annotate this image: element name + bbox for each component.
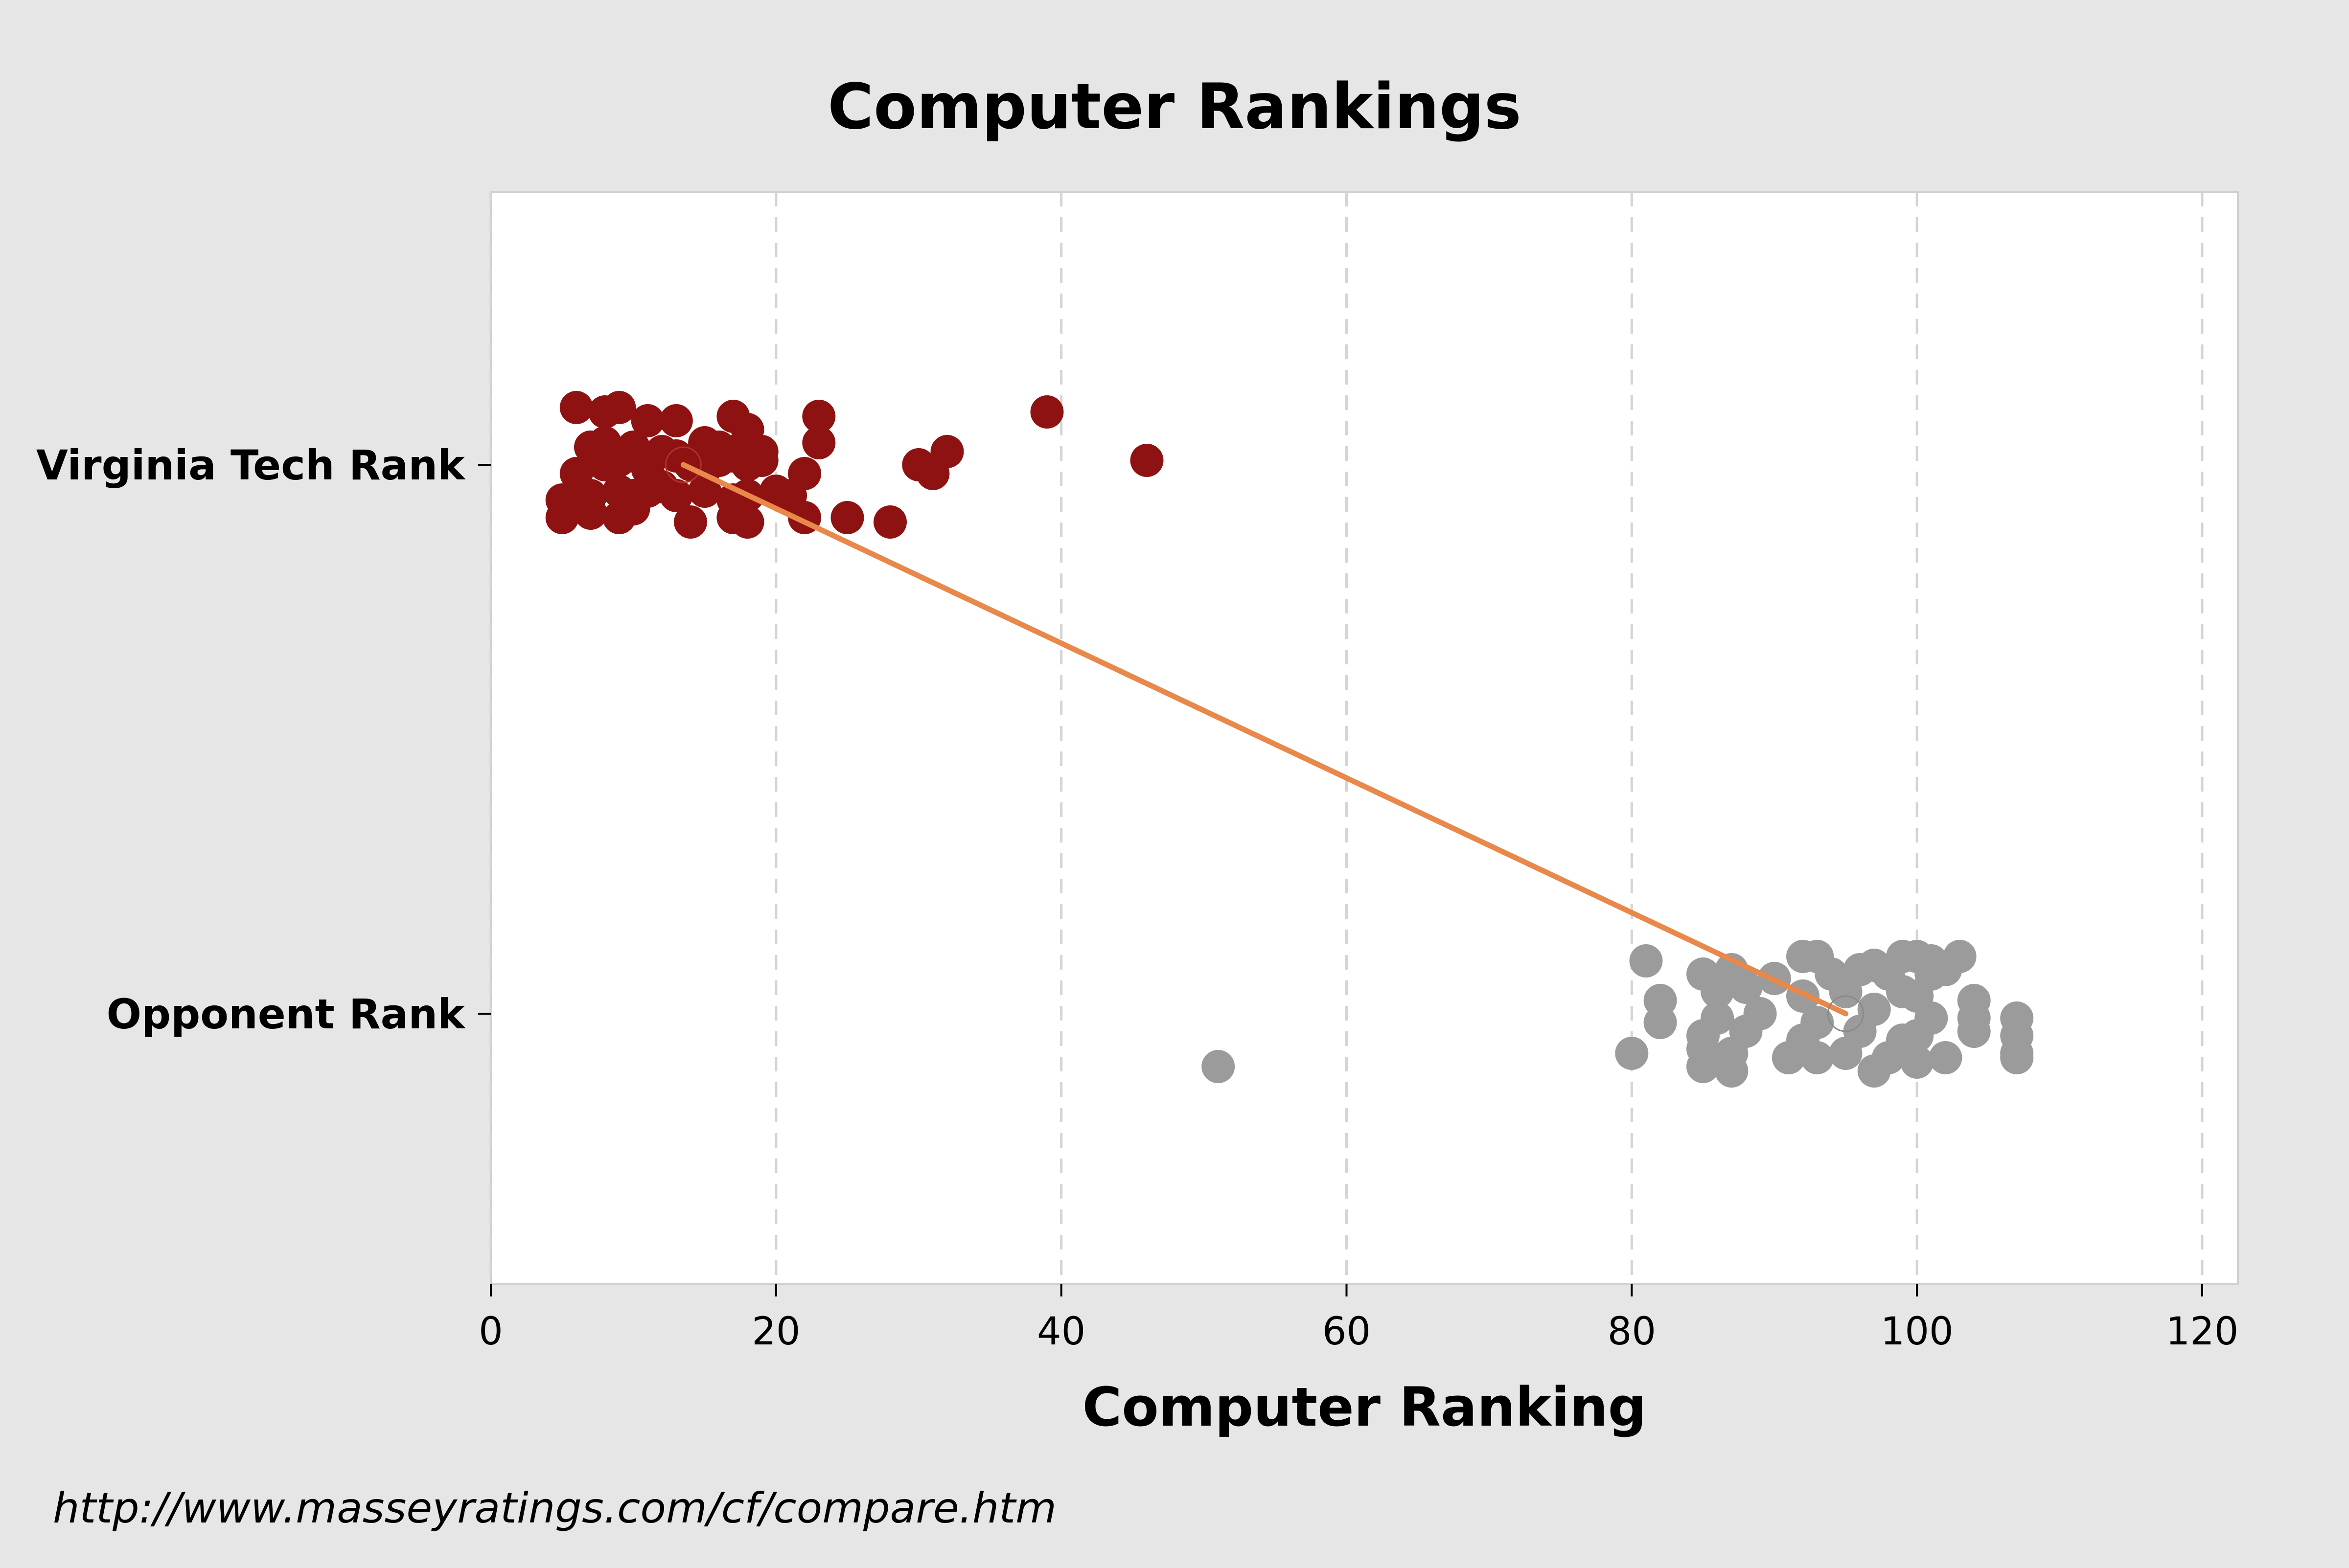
y-category-label: Virginia Tech Rank [36,441,466,489]
mean-connector [665,446,1864,1032]
point-opponent [1201,1050,1235,1083]
source-link[interactable]: http://www.masseyratings.com/cf/compare.… [53,1484,1057,1533]
point-opponent [1929,1041,1962,1074]
point-virginia-tech [659,479,693,512]
gridlines [489,192,2204,1284]
point-opponent [1800,1041,1834,1074]
point-virginia-tech [574,497,607,530]
plot-area [490,191,2239,1285]
point-virginia-tech [617,492,650,525]
x-axis-title: Computer Ranking [1082,1376,1647,1438]
point-opponent [1715,1054,1749,1088]
point-virginia-tech [602,391,636,424]
point-opponent [1772,1041,1805,1074]
point-virginia-tech [631,404,665,437]
point-virginia-tech [802,400,836,433]
data-points [545,391,2034,1088]
point-opponent [1857,1054,1891,1088]
point-virginia-tech [659,404,693,437]
x-tick-label: 80 [1608,1310,1656,1354]
point-virginia-tech [1030,395,1064,429]
point-virginia-tech [874,505,907,539]
point-virginia-tech [545,501,579,534]
point-opponent [1929,953,1962,986]
point-virginia-tech [688,475,722,508]
point-virginia-tech [745,444,779,477]
x-tick-label: 20 [752,1310,800,1354]
point-virginia-tech [802,426,836,459]
point-virginia-tech [559,391,593,424]
point-opponent [1629,944,1663,977]
point-opponent [1900,1045,1934,1079]
point-opponent [1701,975,1734,1008]
y-axis: Virginia Tech Rank Opponent Rank [36,441,491,1038]
point-virginia-tech [1130,444,1164,477]
point-opponent [1900,1019,1934,1052]
x-tick-label: 0 [479,1310,503,1354]
x-tick-label: 100 [1881,1310,1954,1354]
point-opponent [2000,1041,2034,1074]
point-opponent [1829,975,1863,1008]
point-opponent [1957,1015,1991,1048]
point-virginia-tech [731,505,764,539]
point-virginia-tech [602,444,636,477]
x-tick-label: 120 [2166,1310,2239,1354]
point-virginia-tech [930,435,964,468]
mean-marker-opponent [1827,995,1864,1032]
point-opponent [1829,1037,1863,1070]
chart-title: Computer Rankings [828,70,1521,143]
x-tick-label: 60 [1322,1310,1371,1354]
point-opponent [1615,1037,1649,1070]
point-opponent [1643,1006,1677,1039]
mean-line [680,462,1848,1017]
point-opponent [1729,971,1763,1004]
mean-marker-virginia-tech [665,446,702,483]
y-category-label: Opponent Rank [107,990,466,1038]
point-virginia-tech [674,505,707,539]
x-axis: 0 20 40 60 80 100 120 [479,1284,2238,1354]
point-virginia-tech [830,501,864,534]
point-opponent [1686,1050,1720,1083]
x-tick-label: 40 [1037,1310,1085,1354]
